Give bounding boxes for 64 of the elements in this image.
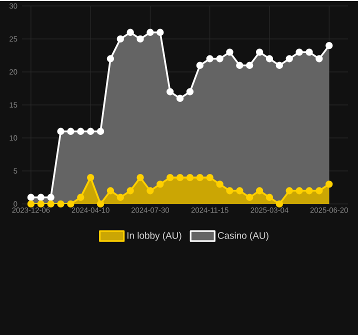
- point: [316, 55, 323, 62]
- point: [126, 187, 134, 194]
- point: [286, 187, 293, 194]
- point: [116, 194, 124, 201]
- point: [47, 194, 54, 201]
- point: [156, 180, 164, 188]
- point: [47, 200, 54, 208]
- point: [306, 48, 313, 56]
- point: [186, 88, 194, 96]
- point: [176, 94, 184, 102]
- point: [276, 200, 284, 208]
- point: [96, 128, 104, 135]
- point: [166, 174, 174, 182]
- point: [116, 35, 124, 43]
- point: [206, 55, 214, 62]
- point: [286, 55, 293, 62]
- point: [246, 194, 254, 201]
- point: [136, 174, 144, 182]
- point: [176, 174, 184, 182]
- point: [196, 174, 204, 182]
- point: [216, 55, 224, 62]
- point: [326, 42, 333, 50]
- point: [236, 187, 244, 194]
- point: [146, 28, 154, 36]
- point: [57, 128, 64, 135]
- point: [256, 48, 264, 56]
- legend-label: In lobby (AU): [128, 232, 182, 241]
- point: [126, 28, 134, 36]
- point: [266, 194, 274, 201]
- point: [67, 200, 74, 208]
- point: [136, 35, 144, 43]
- point: [37, 200, 44, 208]
- point: [316, 187, 323, 194]
- point: [186, 174, 194, 182]
- point: [106, 55, 114, 62]
- point: [86, 174, 94, 182]
- point: [27, 194, 35, 201]
- point: [146, 187, 154, 194]
- point: [37, 194, 44, 201]
- point: [27, 200, 35, 208]
- point: [156, 28, 164, 36]
- point: [306, 187, 313, 194]
- point: [206, 174, 214, 182]
- point: [86, 128, 94, 135]
- point: [276, 62, 284, 69]
- point: [256, 187, 264, 194]
- point: [106, 187, 114, 194]
- point: [246, 62, 254, 69]
- point: [266, 55, 274, 62]
- point: [196, 62, 204, 69]
- point: [326, 180, 333, 188]
- point: [226, 187, 234, 194]
- point: [226, 48, 234, 56]
- point: [216, 180, 224, 188]
- point: [77, 194, 84, 201]
- point: [67, 128, 74, 135]
- point: [57, 200, 64, 208]
- point: [296, 187, 303, 194]
- point: [166, 88, 174, 96]
- point: [236, 62, 244, 69]
- point: [77, 128, 84, 135]
- point: [96, 200, 104, 208]
- point: [296, 48, 303, 56]
- legend-label: Casino (AU): [218, 232, 268, 241]
